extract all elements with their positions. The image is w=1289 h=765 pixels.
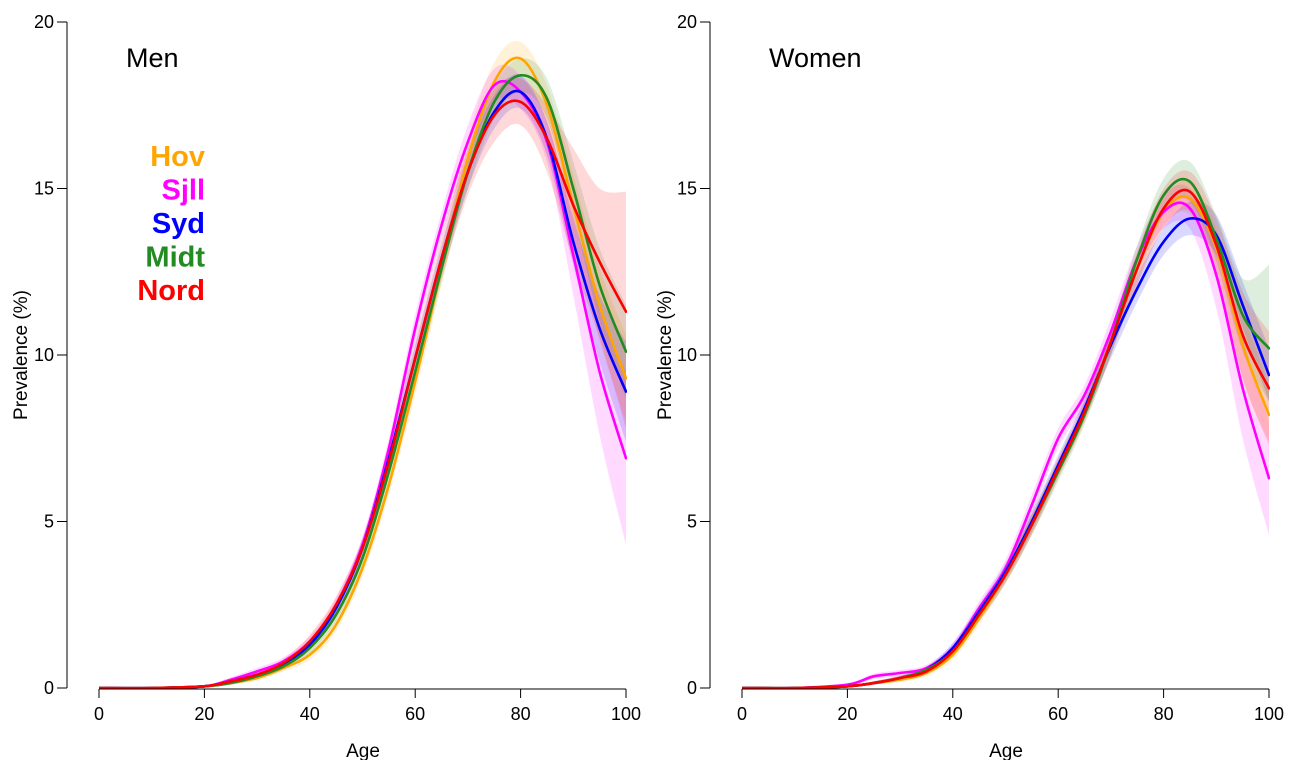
men-panel: 0 5 10 15 20 0 20 40 60 80 100 Men Age Prevalence… — [11, 12, 641, 762]
x-tick-label: 40 — [943, 704, 963, 724]
series-line-nord — [742, 188, 1270, 690]
x-tick-label: 60 — [405, 704, 425, 724]
series-line-midt — [742, 177, 1270, 690]
x-tick-label: 80 — [511, 704, 531, 724]
legend-entry-midt: Midt — [145, 242, 205, 274]
confidence-band-nord — [742, 170, 1269, 689]
y-tick-label: 15 — [34, 179, 54, 199]
y-tick-label: 10 — [677, 345, 697, 365]
y-tick-label: 20 — [677, 12, 697, 32]
legend-entry-sjll: Sjll — [161, 175, 205, 207]
series-line-syd — [742, 217, 1270, 690]
y-tick-label: 20 — [34, 12, 54, 32]
confidence-band-midt — [99, 58, 626, 689]
x-tick-label: 100 — [1254, 704, 1284, 724]
x-tick-label: 20 — [194, 704, 214, 724]
x-tick-label: 80 — [1154, 704, 1174, 724]
x-tick-label: 40 — [300, 704, 320, 724]
x-tick-label: 0 — [737, 704, 747, 724]
confidence-band-sjll — [742, 184, 1269, 689]
confidence-bands — [742, 159, 1269, 689]
x-tick-label: 20 — [837, 704, 857, 724]
panel-title: Men — [126, 43, 179, 73]
panel-title: Women — [769, 43, 862, 73]
series-line-sjll — [742, 201, 1270, 690]
series-line-midt — [99, 73, 627, 690]
x-tick-label: 60 — [1048, 704, 1068, 724]
x-tick-label: 0 — [94, 704, 104, 724]
x-axis: 0 20 40 60 80 100 — [737, 688, 1284, 724]
x-axis: 0 20 40 60 80 100 — [94, 688, 641, 724]
series-lines — [99, 56, 627, 690]
y-tick-label: 10 — [34, 345, 54, 365]
series-line-nord — [99, 99, 627, 690]
legend-entry-hov: Hov — [150, 141, 205, 173]
y-axis-label: Prevalence (%) — [11, 290, 32, 420]
y-tick-label: 15 — [677, 179, 697, 199]
confidence-band-hov — [742, 180, 1269, 689]
confidence-bands — [99, 41, 626, 689]
legend-entry-nord: Nord — [137, 275, 205, 307]
y-axis: 0 5 10 15 20 — [34, 12, 68, 698]
x-axis-label: Age — [346, 741, 380, 760]
women-panel: 0 5 10 15 20 0 20 40 60 80 100 Women Age Prevalen… — [655, 12, 1284, 762]
x-tick-label: 100 — [611, 704, 641, 724]
y-tick-label: 0 — [687, 678, 697, 698]
y-tick-label: 0 — [44, 678, 54, 698]
confidence-band-midt — [742, 159, 1269, 689]
y-tick-label: 5 — [687, 512, 697, 532]
y-axis: 0 5 10 15 20 — [677, 12, 711, 698]
y-axis-label: Prevalence (%) — [655, 290, 676, 420]
legend-entry-syd: Syd — [152, 208, 205, 240]
confidence-band-syd — [742, 201, 1269, 689]
series-lines — [742, 177, 1270, 690]
y-tick-label: 5 — [44, 512, 54, 532]
series-line-hov — [742, 195, 1270, 690]
x-axis-label: Age — [989, 741, 1023, 760]
